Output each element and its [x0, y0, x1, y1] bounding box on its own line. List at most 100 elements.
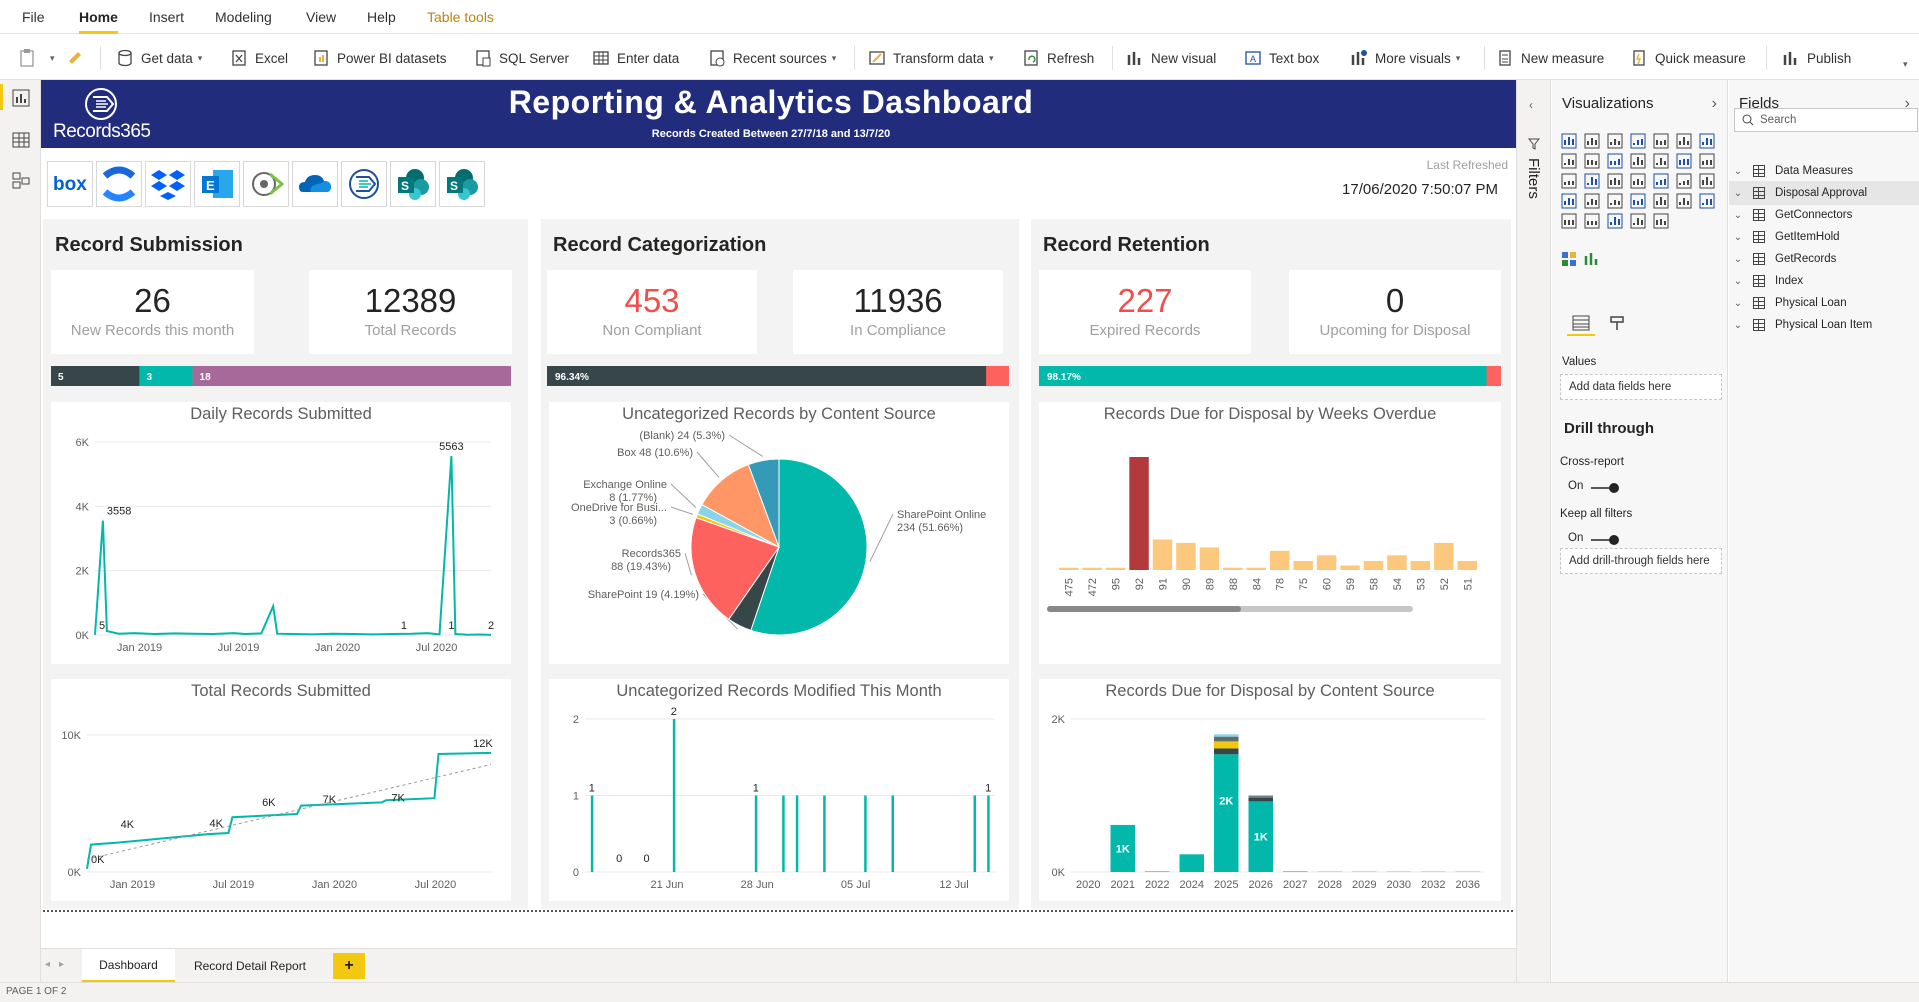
menu-home[interactable]: Home	[79, 9, 118, 34]
disposal-by-source-chart[interactable]: Records Due for Disposal by Content Sour…	[1039, 679, 1501, 901]
clustered-bar-visual-icon[interactable]	[1606, 132, 1624, 150]
total-records-chart[interactable]: Total Records Submitted 0K 10K Jan 2019 Jul…	[51, 679, 511, 901]
matrix-visual-icon[interactable]	[1675, 192, 1693, 210]
field-table-disposal-approval[interactable]: ⌄ Disposal Approval	[1729, 181, 1919, 205]
connector-source-icon[interactable]	[243, 161, 289, 207]
format-painter-button[interactable]	[66, 48, 91, 68]
cross-report-toggle[interactable]	[1590, 483, 1620, 493]
total-records-card[interactable]: 12389 Total Records	[309, 270, 512, 354]
keep-filters-toggle[interactable]	[1590, 535, 1620, 545]
narrative-visual-icon[interactable]	[1652, 212, 1670, 230]
collapse-fields-icon[interactable]: ›	[1904, 95, 1910, 112]
matrix-style-icon[interactable]	[1560, 250, 1578, 268]
decomp-visual-icon[interactable]	[1606, 212, 1624, 230]
confluence-source-icon[interactable]	[96, 161, 142, 207]
text-box-button[interactable]: A Text box	[1244, 48, 1319, 68]
publish-button[interactable]: Publish	[1782, 48, 1851, 68]
collapse-viz-icon[interactable]: ›	[1711, 95, 1717, 112]
chevron-down-icon[interactable]: ⌄	[1733, 319, 1743, 331]
menu-modeling[interactable]: Modeling	[215, 9, 272, 25]
table-visual-icon[interactable]	[1652, 192, 1670, 210]
field-table-getconnectors[interactable]: ⌄ GetConnectors	[1729, 203, 1919, 227]
in-compliance-card[interactable]: 11936 In Compliance	[793, 270, 1003, 354]
report-view-icon[interactable]	[11, 88, 31, 108]
fields-search-input[interactable]: Search	[1734, 108, 1918, 132]
sql-server-button[interactable]: SQL Server	[474, 48, 569, 68]
stacked-column-visual-icon[interactable]	[1583, 132, 1601, 150]
100-bar-visual-icon[interactable]	[1652, 132, 1670, 150]
map-visual-icon[interactable]	[1652, 172, 1670, 190]
sharepoint-online-source-icon[interactable]: S	[439, 161, 485, 207]
expired-records-card[interactable]: 227 Expired Records	[1039, 270, 1251, 354]
python-visual-icon[interactable]	[1560, 212, 1578, 230]
100-column-visual-icon[interactable]	[1675, 132, 1693, 150]
pbi-datasets-button[interactable]: Power BI datasets	[312, 48, 447, 68]
scatter-visual-icon[interactable]	[1560, 172, 1578, 190]
new-visual-button[interactable]: New visual	[1126, 48, 1216, 68]
stacked-area-visual-icon[interactable]	[1583, 152, 1601, 170]
chevron-down-icon[interactable]: ⌄	[1733, 187, 1743, 199]
get-data-button[interactable]: Get data ▾	[116, 48, 202, 68]
kpi-visual-icon[interactable]	[1606, 192, 1624, 210]
field-table-data-measures[interactable]: ⌄ Data Measures	[1729, 159, 1919, 183]
field-table-getitemhold[interactable]: ⌄ GetItemHold	[1729, 225, 1919, 249]
field-table-index[interactable]: ⌄ Index	[1729, 269, 1919, 293]
add-drill-through-well[interactable]: Add drill-through fields here	[1560, 548, 1722, 574]
daily-records-chart[interactable]: Daily Records Submitted 0K 2K 4K 6K Jan 2019…	[51, 402, 511, 664]
line-column-visual-icon[interactable]	[1606, 152, 1624, 170]
sharepoint-source-icon[interactable]: S	[390, 161, 436, 207]
waterfall-visual-icon[interactable]	[1675, 152, 1693, 170]
tab-record-detail-report[interactable]: Record Detail Report	[193, 959, 307, 973]
collapse-filters-icon[interactable]: ‹	[1529, 98, 1533, 112]
enter-data-button[interactable]: Enter data	[592, 48, 679, 68]
transform-data-button[interactable]: Transform data ▾	[868, 48, 994, 68]
r-visual-visual-icon[interactable]	[1698, 192, 1716, 210]
field-table-getrecords[interactable]: ⌄ GetRecords	[1729, 247, 1919, 271]
uncategorized-pie-chart[interactable]: Uncategorized Records by Content Source …	[549, 402, 1009, 664]
weeks-overdue-chart[interactable]: Records Due for Disposal by Weeks Overdu…	[1039, 402, 1501, 664]
quick-measure-button[interactable]: Quick measure	[1630, 48, 1746, 68]
add-data-well[interactable]: Add data fields here	[1560, 374, 1722, 400]
dropbox-source-icon[interactable]	[145, 161, 191, 207]
card-visual-icon[interactable]	[1560, 192, 1578, 210]
chevron-down-icon[interactable]: ⌄	[1733, 231, 1743, 243]
menu-table-tools[interactable]: Table tools	[427, 9, 494, 25]
add-page-button[interactable]: +	[333, 953, 365, 979]
data-view-icon[interactable]	[11, 130, 31, 150]
pie-visual-icon[interactable]	[1583, 172, 1601, 190]
new-measure-button[interactable]: New measure	[1496, 48, 1604, 68]
multirow-card-visual-icon[interactable]	[1583, 192, 1601, 210]
line-clustered-visual-icon[interactable]	[1629, 152, 1647, 170]
chevron-down-icon[interactable]: ⌄	[1733, 253, 1743, 265]
qa-visual-icon[interactable]	[1629, 212, 1647, 230]
box-source-icon[interactable]: box	[47, 161, 93, 207]
donut-visual-icon[interactable]	[1606, 172, 1624, 190]
area-visual-icon[interactable]	[1560, 152, 1578, 170]
field-table-physical-loan-item[interactable]: ⌄ Physical Loan Item	[1729, 313, 1919, 337]
analytics-icon[interactable]	[1583, 250, 1601, 268]
treemap-visual-icon[interactable]	[1629, 172, 1647, 190]
paste-button[interactable]: ▾	[18, 48, 55, 68]
records365-source-icon[interactable]	[341, 161, 387, 207]
model-view-icon[interactable]	[11, 170, 31, 190]
slicer-visual-icon[interactable]	[1629, 192, 1647, 210]
new-records-card[interactable]: 26 New Records this month	[51, 270, 254, 354]
filled-map-visual-icon[interactable]	[1675, 172, 1693, 190]
more-visuals-button[interactable]: More visuals ▾	[1350, 48, 1460, 68]
recent-sources-button[interactable]: Recent sources ▾	[708, 48, 836, 68]
format-paint-icon[interactable]	[1608, 314, 1626, 332]
menu-help[interactable]: Help	[367, 9, 396, 25]
table-fields-icon[interactable]	[1572, 314, 1590, 332]
field-table-physical-loan[interactable]: ⌄ Physical Loan	[1729, 291, 1919, 315]
menu-insert[interactable]: Insert	[149, 9, 185, 25]
uncategorized-modified-chart[interactable]: Uncategorized Records Modified This Mont…	[549, 679, 1009, 901]
gauge-visual-icon[interactable]	[1698, 172, 1716, 190]
tab-dashboard[interactable]: Dashboard	[82, 949, 175, 983]
chevron-down-icon[interactable]: ⌄	[1733, 165, 1743, 177]
chevron-down-icon[interactable]: ⌄	[1733, 275, 1743, 287]
onedrive-source-icon[interactable]	[292, 161, 338, 207]
chevron-down-icon[interactable]: ⌄	[1733, 297, 1743, 309]
stacked-bar-visual-icon[interactable]	[1560, 132, 1578, 150]
exchange-source-icon[interactable]: E	[194, 161, 240, 207]
excel-button[interactable]: Excel	[230, 48, 288, 68]
